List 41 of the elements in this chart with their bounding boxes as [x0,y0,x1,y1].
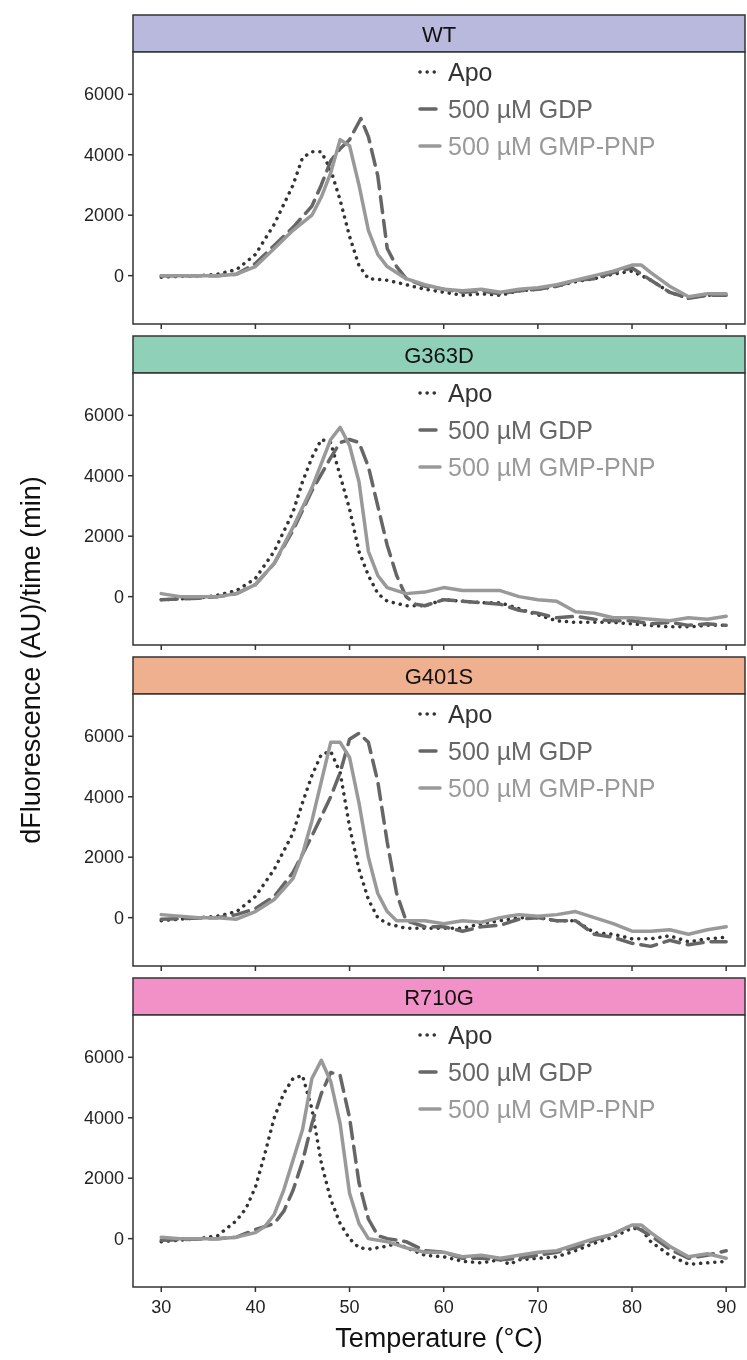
y-tick-label: 2000 [83,1168,124,1189]
x-tick-label: 70 [527,1297,548,1317]
x-tick-label: 30 [151,1297,172,1317]
x-axis-title: Temperature (°C) [335,1323,543,1353]
legend-label: 500 µM GMP-PNP [448,774,656,802]
y-tick-label: 0 [113,586,124,607]
y-tick-label: 4000 [83,786,124,807]
legend-label: 500 µM GDP [448,737,594,765]
chart-title: WT [421,22,457,47]
y-tick-label: 6000 [83,1047,124,1068]
x-tick-label: 40 [245,1297,266,1317]
y-tick-label: 2000 [83,847,124,868]
legend-label: Apo [448,58,493,86]
y-tick-label: 0 [113,907,124,928]
x-tick-label: 60 [433,1297,454,1317]
y-tick-label: 4000 [83,1107,124,1128]
legend-label: 500 µM GMP-PNP [448,453,656,481]
y-tick-label: 2000 [83,526,124,547]
legend-label: 500 µM GDP [448,1058,594,1086]
y-tick-label: 6000 [83,726,124,747]
x-tick-label: 50 [339,1297,360,1317]
x-tick-label: 80 [622,1297,643,1317]
legend-label: Apo [448,379,493,407]
y-axis-title: dFluorescence (AU)/time (min) [16,476,46,844]
legend-label: Apo [448,700,493,728]
y-tick-label: 6000 [83,84,124,105]
legend-label: 500 µM GDP [448,95,594,123]
legend-label: Apo [448,1021,493,1049]
x-tick-label: 90 [716,1297,737,1317]
chart-title: R710G [404,985,474,1010]
y-tick-label: 4000 [83,144,124,165]
y-tick-label: 4000 [83,465,124,486]
chart-title: G401S [404,664,474,689]
y-tick-label: 0 [113,265,124,286]
legend-label: 500 µM GMP-PNP [448,132,656,160]
legend-label: 500 µM GDP [448,416,594,444]
y-tick-label: 0 [113,1228,124,1249]
y-tick-label: 2000 [83,205,124,226]
chart-title: G363D [404,343,474,368]
y-tick-label: 6000 [83,405,124,426]
legend-label: 500 µM GMP-PNP [448,1095,656,1123]
